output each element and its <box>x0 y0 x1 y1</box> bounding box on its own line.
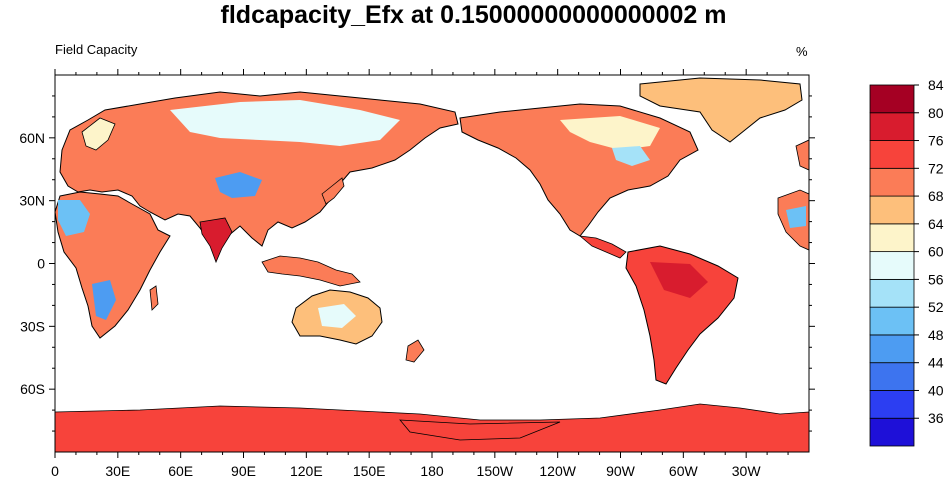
colorbar: 36 40 44 48 52 56 60 64 68 72 76 80 84 <box>869 77 944 447</box>
lat-tick-label: 0 <box>37 256 45 272</box>
lat-tick-label: 30S <box>20 318 45 334</box>
india <box>199 217 233 264</box>
greenland <box>639 77 803 143</box>
lon-tick-label: 180 <box>420 463 444 479</box>
colorbar-label: 40 <box>928 382 944 398</box>
japan <box>321 177 345 205</box>
colorbar-label: 56 <box>928 271 944 287</box>
latitude-axis: 60N 30N 0 30S 60S <box>19 95 815 432</box>
colorbar-swatch <box>869 195 915 225</box>
colorbar-swatch <box>869 112 915 141</box>
lon-tick-label: 90E <box>231 463 256 479</box>
sahara-blue-region <box>58 200 90 236</box>
colorbar-swatch <box>869 278 915 308</box>
colorbar-swatch <box>869 167 915 197</box>
variable-long-name: Field Capacity <box>55 42 138 57</box>
units-label: % <box>796 44 808 59</box>
colorbar-swatch <box>869 306 915 336</box>
lon-tick-label: 150W <box>477 463 514 479</box>
colorbar-swatch <box>869 140 915 169</box>
madagascar <box>149 285 159 311</box>
map-title: fldcapacity_Efx at 0.15000000000000002 m <box>220 1 727 29</box>
lon-tick-label: 30E <box>105 463 130 479</box>
colorbar-label: 68 <box>928 188 944 204</box>
lat-tick-label: 30N <box>19 193 45 209</box>
colorbar-swatch <box>869 390 915 419</box>
lon-tick-label: 120W <box>539 463 576 479</box>
colorbar-label: 72 <box>928 160 944 176</box>
west-africa-blue-region <box>786 206 806 228</box>
colorbar-swatch <box>869 417 915 447</box>
south-america <box>625 245 739 385</box>
siberia-light-region <box>170 100 400 146</box>
central-asia-blue-region <box>215 172 262 198</box>
lon-tick-label: 60W <box>669 463 699 479</box>
scandinavia <box>81 117 116 151</box>
lon-tick-label: 90W <box>606 463 636 479</box>
western-europe-edge <box>795 139 809 171</box>
colorbar-label: 80 <box>928 105 944 121</box>
hudson-blue-region <box>612 146 650 166</box>
lon-tick-label: 150E <box>353 463 386 479</box>
colorbar-label: 60 <box>928 244 944 260</box>
colorbar-label: 76 <box>928 133 944 149</box>
lat-tick-label: 60S <box>20 381 45 397</box>
colorbar-swatch <box>869 251 915 280</box>
colorbar-label: 64 <box>928 216 944 232</box>
colorbar-swatch <box>869 223 915 253</box>
longitude-axis: 0 30E 60E 90E 120E 150E 180 150W 120W 90W 60W 30W <box>51 69 789 479</box>
colorbar-label: 36 <box>928 410 944 426</box>
colorbar-swatch <box>869 362 915 391</box>
lon-tick-label: 60E <box>168 463 193 479</box>
australia-interior-light <box>318 304 356 328</box>
colorbar-swatch <box>869 84 915 114</box>
lon-tick-label: 120E <box>290 463 323 479</box>
central-america <box>578 235 627 259</box>
new-zealand <box>405 339 425 363</box>
colorbar-label: 44 <box>928 355 944 371</box>
amazon-dark-region <box>650 262 708 298</box>
kalahari-blue-region <box>92 280 116 320</box>
lon-tick-label: 0 <box>51 463 59 479</box>
ross-ice-shelf-gap <box>399 419 561 441</box>
colorbar-label: 84 <box>928 77 944 93</box>
colorbar-label: 52 <box>928 299 944 315</box>
map-plot-area <box>55 75 809 452</box>
lon-tick-label: 30W <box>732 463 762 479</box>
canada-light-region <box>560 116 660 150</box>
colorbar-swatch <box>869 334 915 364</box>
southeast-asia-islands <box>261 255 361 287</box>
lat-tick-label: 60N <box>19 130 45 146</box>
colorbar-label: 48 <box>928 327 944 343</box>
